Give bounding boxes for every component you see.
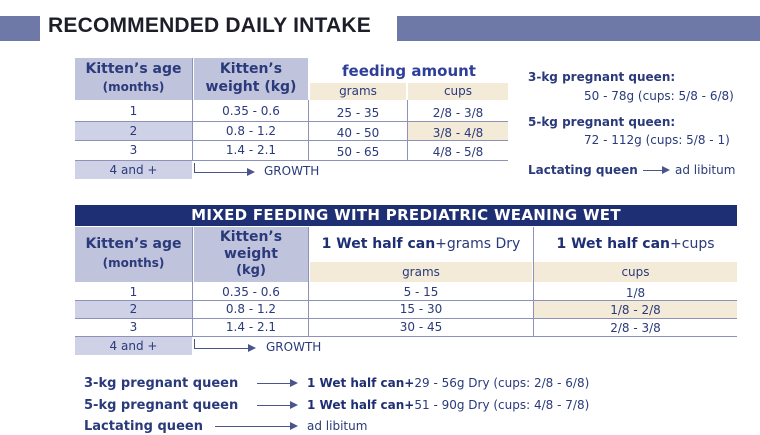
growth-arrow (194, 348, 249, 349)
table-row-cups: 4/8 - 5/8 (432, 145, 484, 159)
growth-label: GROWTH (266, 340, 322, 354)
grams-subheader: grams (339, 84, 377, 98)
age-header-cell (75, 58, 192, 100)
table-row-grams: 40 - 50 (336, 126, 380, 140)
lactating-label: Lactating queen (528, 163, 638, 177)
weight-header: Kitten’s (219, 61, 283, 77)
table-row-weight: 0.35 - 0.6 (222, 104, 280, 118)
table-row-age: 1 (129, 104, 138, 118)
arrow-head-icon (290, 422, 298, 430)
arrow-head-icon (290, 379, 298, 387)
age-header-cell (75, 227, 192, 282)
table-row-weight: 1.4 - 2.1 (225, 143, 277, 157)
cups-subheader-cell (408, 83, 508, 100)
header-bar-right (397, 16, 760, 41)
table-row-cups: 3/8 - 4/8 (432, 126, 484, 140)
lactating-arrow (643, 170, 663, 171)
grams-column-header: 1 Wet half can+grams Dry (321, 236, 521, 252)
table-row-grams: 15 - 30 (399, 302, 443, 316)
table-row-cups: 1/8 - 2/8 (610, 303, 661, 317)
table-row-weight: 0.8 - 1.2 (225, 302, 277, 316)
cups-subheader-cell (534, 262, 737, 282)
queen3-arrow (257, 383, 291, 384)
table-row-age: 1 (129, 285, 138, 299)
mixed-feeding-banner: MIXED FEEDING WITH PREDIATRIC WEANING WE… (191, 206, 621, 224)
cups-cell-row2 (534, 301, 737, 318)
arrow-head-icon (662, 166, 670, 174)
queen5-value: 1 Wet half can+51 - 90g Dry (cups: 4/8 -… (307, 398, 590, 412)
lactating-arrow (215, 426, 291, 427)
queen3-value: 1 Wet half can+29 - 56g Dry (cups: 2/8 -… (307, 376, 590, 390)
table-row-grams: 30 - 45 (399, 320, 443, 334)
mixed-feeding-banner-bg (75, 205, 737, 226)
queen5-label: 5-kg pregnant queen (84, 398, 239, 413)
age-cell-row2 (75, 122, 192, 140)
grams-subheader-cell (310, 262, 532, 282)
table-row-weight: 1.4 - 2.1 (225, 320, 277, 334)
weight-header-unit: (kg) (236, 263, 266, 278)
table-row-age: 3 (129, 320, 138, 334)
table-row-age: 2 (129, 302, 138, 316)
table-row-age: 3 (129, 143, 138, 157)
age-header-unit: (months) (102, 256, 165, 270)
table-row-cups: 2/8 - 3/8 (610, 321, 661, 335)
table-row-grams: 5 - 15 (403, 285, 439, 299)
table-row-cups: 1/8 (625, 286, 646, 300)
arrow-head-icon (290, 401, 298, 409)
arrow-head-icon (247, 168, 255, 176)
cups-column-header: 1 Wet half can+cups (556, 236, 715, 252)
last-age: 4 and + (109, 339, 158, 353)
weight-header-cell (194, 227, 308, 282)
queen3-label: 3-kg pregnant queen: (528, 70, 676, 84)
table-row-cups: 2/8 - 3/8 (432, 106, 484, 120)
table-row-age: 2 (129, 124, 138, 138)
cups-cell-row2 (408, 122, 508, 140)
lactating-value: ad libitum (675, 163, 736, 177)
table-row-grams: 25 - 35 (336, 106, 380, 120)
age-header-unit: (months) (102, 80, 165, 94)
growth-arrow (194, 172, 248, 173)
lactating-value: ad libitum (307, 419, 368, 433)
feeding-header: feeding amount (342, 62, 476, 80)
table-row-grams: 50 - 65 (336, 145, 380, 159)
lactating-label: Lactating queen (84, 419, 203, 434)
weight-header-cell (194, 58, 308, 100)
age-cell-row2 (75, 301, 192, 318)
age-cell-last (75, 337, 192, 355)
queen3-value: 50 - 78g (cups: 5/8 - 6/8) (584, 89, 734, 103)
queen5-label: 5-kg pregnant queen: (528, 115, 676, 129)
growth-label: GROWTH (264, 164, 320, 178)
page-title: RECOMMENDED DAILY INTAKE (48, 14, 371, 37)
last-age: 4 and + (109, 163, 158, 177)
age-header: Kitten’s age (85, 61, 182, 77)
grams-subheader: grams (402, 265, 440, 279)
age-header: Kitten’s age (85, 236, 182, 252)
header-bar-left (0, 16, 40, 41)
cups-subheader: cups (621, 265, 650, 279)
age-cell-last (75, 161, 192, 179)
grams-subheader-cell (310, 83, 406, 100)
queen5-arrow (257, 405, 291, 406)
queen5-value: 72 - 112g (cups: 5/8 - 1) (584, 133, 730, 147)
arrow-head-icon (248, 344, 256, 352)
cups-subheader: cups (443, 84, 473, 98)
queen3-label: 3-kg pregnant queen (84, 376, 239, 391)
weight-header: Kitten’s (219, 229, 283, 245)
weight-header-unit: weight (kg) (205, 79, 297, 95)
weight-header-2: weight (224, 246, 278, 262)
table-row-weight: 0.8 - 1.2 (225, 124, 277, 138)
table-row-weight: 0.35 - 0.6 (222, 285, 280, 299)
